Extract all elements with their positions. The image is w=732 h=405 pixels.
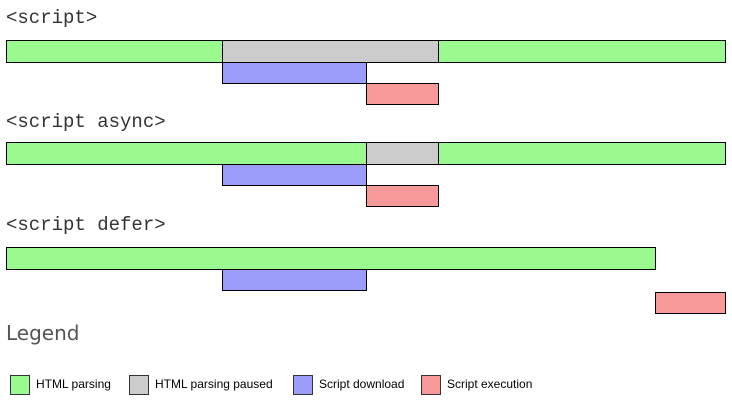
legend-label: HTML parsing paused	[155, 377, 273, 391]
html-parsing-bar	[438, 40, 726, 63]
legend-label: Script download	[319, 377, 405, 391]
legend-label: HTML parsing	[36, 377, 111, 391]
legend-label: Script execution	[447, 377, 533, 391]
html-parsing-swatch	[10, 375, 30, 395]
script-execution-bar	[655, 292, 726, 314]
script-download-bar	[222, 62, 367, 84]
script-download-swatch	[293, 375, 313, 395]
script-execution-bar	[366, 185, 439, 207]
html-parsing-bar	[6, 40, 223, 63]
html-parsing-paused-bar	[366, 142, 439, 165]
script-execution-swatch	[421, 375, 441, 395]
script-download-bar	[222, 164, 367, 186]
html-parsing-bar	[6, 247, 656, 270]
html-parsing-paused-bar	[222, 40, 439, 63]
script-execution-bar	[366, 83, 439, 105]
section-title-script-async: <script async>	[6, 111, 166, 133]
legend-title: Legend	[6, 321, 80, 345]
html-parsing-bar	[6, 142, 367, 165]
section-title-script-defer: <script defer>	[6, 214, 166, 236]
section-title-script: <script>	[6, 7, 98, 29]
html-parsing-paused-swatch	[129, 375, 149, 395]
html-parsing-bar	[438, 142, 726, 165]
script-download-bar	[222, 269, 367, 291]
